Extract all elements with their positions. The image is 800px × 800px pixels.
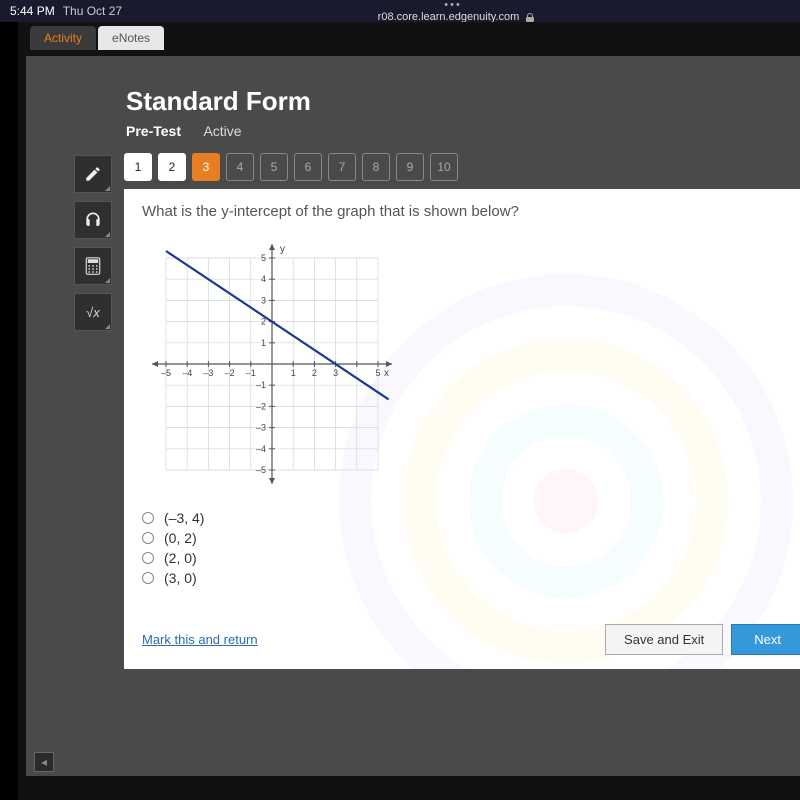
qnum-6[interactable]: 6 <box>294 153 322 181</box>
qnum-4[interactable]: 4 <box>226 153 254 181</box>
pencil-icon <box>84 165 102 183</box>
svg-text:–3: –3 <box>203 368 213 378</box>
svg-text:2: 2 <box>312 368 317 378</box>
qnum-10[interactable]: 10 <box>430 153 458 181</box>
radio-icon <box>142 532 154 544</box>
answer-options: (–3, 4) (0, 2) (2, 0) (3, 0) <box>142 510 786 586</box>
option-a[interactable]: (–3, 4) <box>142 510 786 526</box>
question-nav: 1 2 3 4 5 6 7 8 9 10 <box>124 153 800 181</box>
question-text: What is the y-intercept of the graph tha… <box>142 203 786 220</box>
qnum-3[interactable]: 3 <box>192 153 220 181</box>
lesson-title: Standard Form <box>126 86 800 117</box>
mark-return-link[interactable]: Mark this and return <box>142 632 258 647</box>
formula-tool[interactable]: √x <box>74 293 112 331</box>
option-c-label: (2, 0) <box>164 550 197 566</box>
pencil-tool[interactable] <box>74 155 112 193</box>
option-d[interactable]: (3, 0) <box>142 570 786 586</box>
qnum-8[interactable]: 8 <box>362 153 390 181</box>
audio-tool[interactable] <box>74 201 112 239</box>
bottom-bar: ◂ <box>34 752 54 772</box>
svg-text:–2: –2 <box>256 401 266 411</box>
lesson-header: Standard Form Pre-Test Active <box>126 86 800 141</box>
next-button[interactable]: Next <box>731 624 800 655</box>
svg-text:3: 3 <box>333 368 338 378</box>
svg-text:–1: –1 <box>256 380 266 390</box>
lesson-pretest: Pre-Test <box>126 123 181 139</box>
radio-icon <box>142 512 154 524</box>
graph: –5–4–3–2–11235–5–4–3–2–112345yx <box>142 234 402 494</box>
svg-text:1: 1 <box>291 368 296 378</box>
calculator-tool[interactable] <box>74 247 112 285</box>
option-b[interactable]: (0, 2) <box>142 530 786 546</box>
back-button[interactable]: ◂ <box>34 752 54 772</box>
radio-icon <box>142 572 154 584</box>
qnum-2[interactable]: 2 <box>158 153 186 181</box>
clock: 5:44 PM <box>10 4 55 18</box>
tab-activity[interactable]: Activity <box>30 26 96 50</box>
option-b-label: (0, 2) <box>164 530 197 546</box>
qnum-5[interactable]: 5 <box>260 153 288 181</box>
sqrt-icon: √x <box>86 305 100 320</box>
svg-text:1: 1 <box>261 338 266 348</box>
option-a-label: (–3, 4) <box>164 510 204 526</box>
workspace: Standard Form Pre-Test Active <box>26 56 800 776</box>
app-frame: Activity eNotes Standard Form Pre-Test A… <box>18 22 800 800</box>
status-date: Thu Oct 27 <box>63 4 122 18</box>
tool-column: √x <box>74 155 112 331</box>
svg-text:–4: –4 <box>256 444 266 454</box>
url-bar: ••• r08.core.learn.edgenuity.com <box>122 0 790 23</box>
qnum-9[interactable]: 9 <box>396 153 424 181</box>
menu-dots-icon: ••• <box>444 0 462 11</box>
question-panel: What is the y-intercept of the graph tha… <box>124 189 800 669</box>
radio-icon <box>142 552 154 564</box>
lesson-active: Active <box>203 123 241 139</box>
headphones-icon <box>83 210 103 230</box>
svg-text:5: 5 <box>375 368 380 378</box>
qnum-1[interactable]: 1 <box>124 153 152 181</box>
tab-enotes[interactable]: eNotes <box>98 26 164 50</box>
option-c[interactable]: (2, 0) <box>142 550 786 566</box>
svg-text:–3: –3 <box>256 423 266 433</box>
svg-text:5: 5 <box>261 253 266 263</box>
svg-text:–2: –2 <box>225 368 235 378</box>
svg-text:–1: –1 <box>246 368 256 378</box>
option-d-label: (3, 0) <box>164 570 197 586</box>
lock-icon <box>526 13 534 22</box>
tab-row: Activity eNotes <box>18 22 800 50</box>
svg-text:4: 4 <box>261 274 266 284</box>
svg-text:–5: –5 <box>161 368 171 378</box>
qnum-7[interactable]: 7 <box>328 153 356 181</box>
save-exit-button[interactable]: Save and Exit <box>605 624 723 655</box>
svg-text:–5: –5 <box>256 465 266 475</box>
svg-text:y: y <box>280 244 285 255</box>
svg-text:3: 3 <box>261 295 266 305</box>
graph-svg: –5–4–3–2–11235–5–4–3–2–112345yx <box>142 234 402 494</box>
svg-text:–4: –4 <box>182 368 192 378</box>
panel-footer: Mark this and return Save and Exit Next <box>142 624 800 655</box>
status-bar: 5:44 PM Thu Oct 27 ••• r08.core.learn.ed… <box>0 0 800 22</box>
svg-text:x: x <box>384 368 389 379</box>
calculator-icon <box>85 257 101 275</box>
